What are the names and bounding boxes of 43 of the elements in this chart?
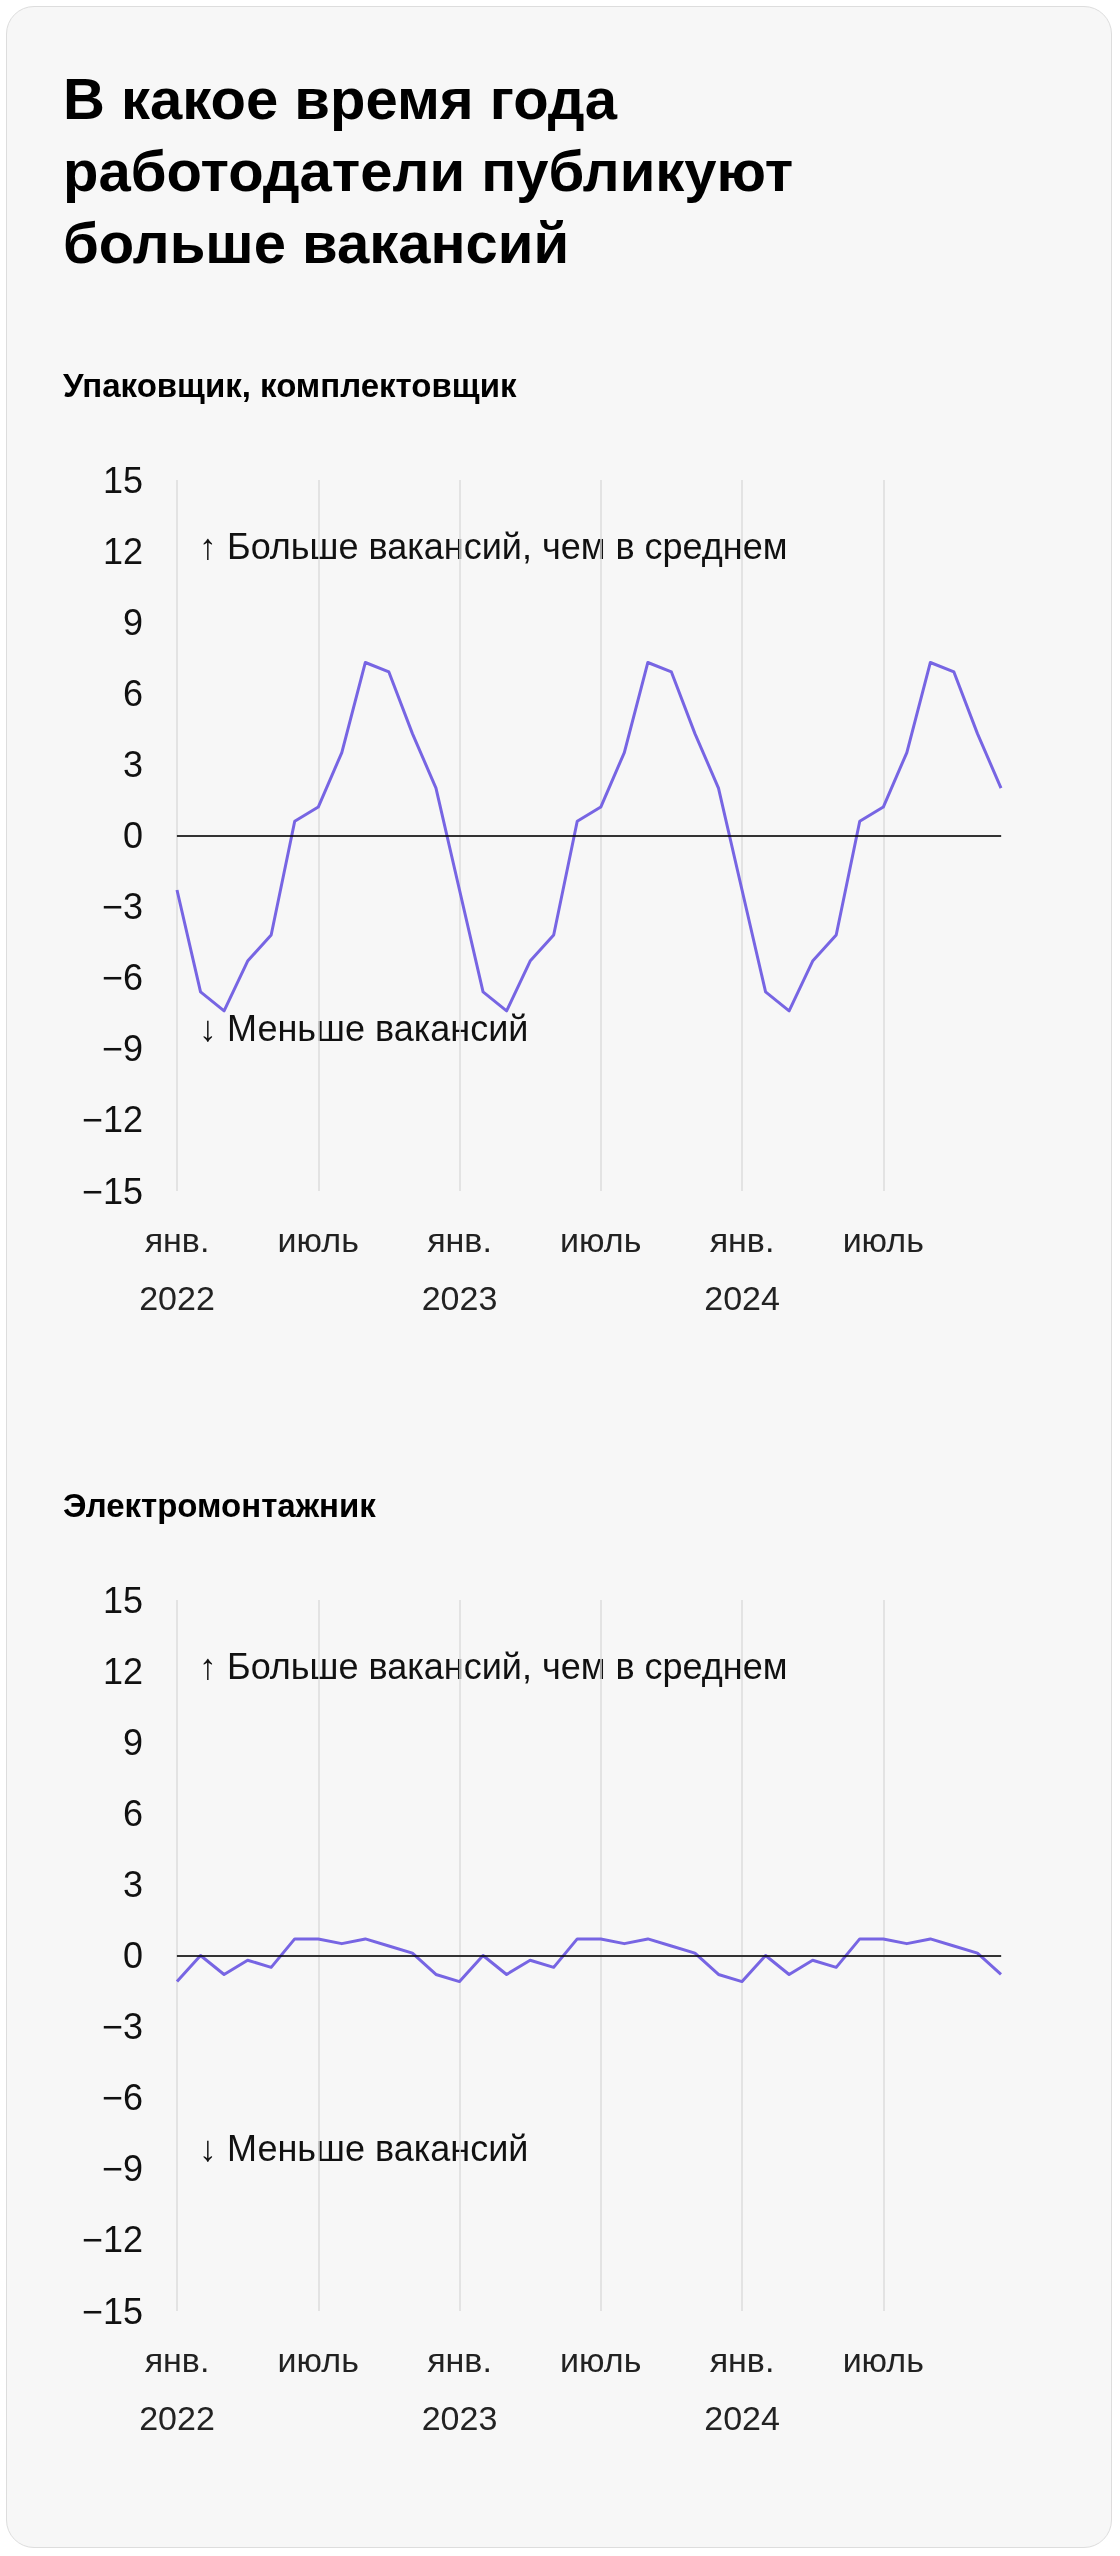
- y-tick-label: −15: [81, 1170, 143, 1212]
- x-tick-label: июль: [277, 1221, 359, 1259]
- y-tick-label: 15: [102, 1579, 143, 1621]
- y-tick-label: 9: [122, 1721, 143, 1763]
- y-tick-label: 3: [122, 743, 143, 785]
- y-tick-label: 9: [122, 601, 143, 643]
- y-tick-label: 12: [102, 530, 143, 572]
- x-tick-label: янв. 2023: [421, 1221, 498, 1317]
- y-tick-label: −9: [101, 2148, 143, 2190]
- x-tick-label: июль: [842, 1221, 924, 1259]
- annotation: ↑ Больше вакансий, чем в среднем: [199, 1645, 788, 1687]
- y-tick-label: 3: [122, 1863, 143, 1905]
- y-tick-label: 6: [122, 1792, 143, 1834]
- y-tick-label: 0: [122, 1935, 143, 1976]
- line-series: [175, 1937, 1003, 1984]
- annotation: ↓ Меньше вакансий: [199, 2127, 529, 2169]
- y-tick-label: 12: [102, 1650, 143, 1692]
- chart-title: В какое время года работодатели публикуют больше вакансий: [63, 65, 795, 277]
- annotation: ↑ Больше вакансий, чем в среднем: [199, 525, 788, 567]
- x-tick-label: янв. 2023: [421, 2341, 498, 2437]
- x-tick-label: июль: [842, 2341, 924, 2379]
- y-tick-label: 0: [122, 815, 143, 856]
- x-tick-label: июль: [560, 1221, 642, 1259]
- y-tick-label: 6: [122, 672, 143, 714]
- x-tick-label: янв. 2024: [704, 2341, 780, 2437]
- y-tick-label: −3: [101, 886, 143, 928]
- annotation: ↓ Меньше вакансий: [199, 1007, 529, 1049]
- x-tick-label: янв. 2022: [139, 1221, 215, 1317]
- x-tick-label: янв. 2022: [139, 2341, 215, 2437]
- chart-subtitle: Электромонтажник: [63, 1487, 376, 1525]
- x-tick-label: июль: [560, 2341, 642, 2379]
- y-tick-label: −9: [101, 1028, 143, 1070]
- y-tick-label: −6: [101, 2077, 143, 2119]
- y-tick-label: −12: [81, 1099, 143, 1141]
- chart-subtitle: Упаковщик, комплектовщик: [63, 367, 517, 405]
- y-tick-label: −6: [101, 957, 143, 999]
- y-tick-label: −3: [101, 2006, 143, 2048]
- x-tick-label: июль: [277, 2341, 359, 2379]
- x-tick-label: янв. 2024: [704, 1221, 780, 1317]
- y-tick-label: 15: [102, 459, 143, 501]
- y-tick-label: −12: [81, 2219, 143, 2261]
- y-tick-label: −15: [81, 2290, 143, 2332]
- line-series: [175, 660, 1003, 1013]
